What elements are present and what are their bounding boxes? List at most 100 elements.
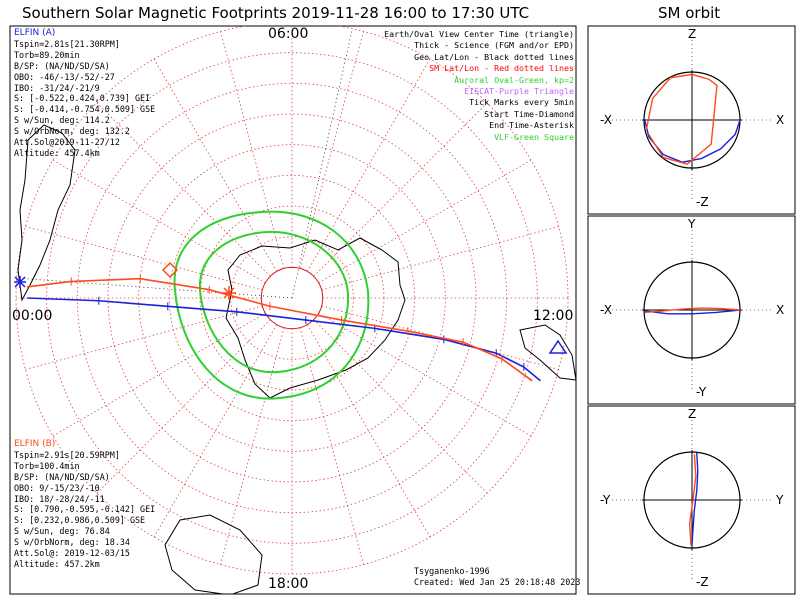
legend-entry: EISCAT-Purple Triangle (464, 86, 574, 97)
probe-a-line: Att.Sol@2019-11-27/12 (14, 137, 120, 148)
sm-orbit-panels (612, 40, 772, 580)
orbit-track (644, 309, 741, 315)
footprint-track (26, 277, 533, 382)
probe-b-line: Torb=100.4min (14, 460, 80, 471)
orbit-axis-label-right: X (776, 303, 785, 317)
sm-longitude-line (313, 319, 488, 494)
view-center-triangle-icon (548, 339, 568, 354)
orbit-panel (612, 420, 772, 580)
sm-longitude-line (299, 31, 364, 269)
probe-a-name: ELFIN (A) (14, 28, 56, 38)
orbit-track (645, 73, 718, 165)
orbit-title: SM orbit (658, 4, 721, 22)
orbit-panel-xz-frame (587, 25, 796, 215)
orbit-axis-label-left: -X (600, 303, 612, 317)
legend-entry: Tick Marks every 5min (469, 97, 574, 108)
sm-longitude-line (25, 305, 263, 370)
map-frame (9, 25, 577, 595)
legend-entry: Earth/Oval View Center Time (triangle) (384, 29, 574, 39)
orbit-axis-label-right: X (776, 113, 785, 127)
probe-b-line: OBO: 9/-15/23/-10 (14, 482, 100, 493)
sm-longitude-line (96, 102, 271, 277)
clock-label-bottom: 18:00 (268, 576, 309, 592)
sm-latitude-ring (46, 52, 538, 544)
probe-a-line: Tspin=2.81s[21.30RPM] (14, 38, 120, 49)
sm-longitude-line (153, 324, 278, 538)
footprint-track (27, 297, 541, 382)
sm-longitude-line (321, 226, 559, 291)
probe-b-line: S: [0.232,0.986,0.509] GSE (14, 515, 146, 526)
legend-entry: Auroral Oval-Green, kp=2 (454, 74, 574, 85)
probe-a-line: S w/OrbNorm, deg: 132.2 (14, 126, 130, 137)
orbit-panel (612, 40, 772, 200)
sm-longitude-line (306, 324, 431, 538)
probe-b-info: ELFIN (B) Tspin=2.91s[20.59RPM] Torb=100.… (14, 439, 155, 570)
orbit-track (644, 307, 741, 314)
page-title: Southern Solar Magnetic Footprints 2019-… (22, 4, 530, 22)
orbit-axis-label-bottom: -Z (696, 195, 709, 209)
probe-a-line: IBO: -31/24/-21/9 (14, 82, 100, 93)
africa-coastline (164, 514, 263, 594)
probe-b-line: IBO: 18/-28/24/-11 (14, 493, 105, 504)
clock-label-right: 12:00 (533, 308, 574, 324)
orbit-axis-label-right: Y (776, 493, 784, 507)
south-america-coastline (17, 124, 76, 302)
legend-entry: End Time-Asterisk (489, 120, 574, 131)
sm-longitude-line (220, 31, 285, 269)
legend-entry: SM Lat/Lon - Red dotted lines (429, 63, 574, 74)
credit-model: Tsyganenko-1996 (414, 566, 490, 576)
probe-a-line: Torb=89.20min (14, 49, 80, 60)
credit-block: Tsyganenko-1996 Created: Wed Jan 25 20:1… (414, 566, 580, 588)
probe-a-line: Altitude: 457.4km (14, 147, 100, 158)
sm-longitude-line (153, 58, 278, 272)
legend-entry: Geo Lat/Lon - Black dotted lines (414, 51, 574, 62)
orbit-axis-label-top: Y (688, 217, 696, 231)
orbit-axis-label-bottom: -Z (696, 575, 709, 589)
sm-longitude-line (25, 226, 263, 291)
probe-b-line: S: [0.790,-0.595,-0.142] GEI (14, 504, 156, 515)
probe-b-line: S w/OrbNorm, deg: 18.34 (14, 537, 130, 548)
orbit-axis-label-left: -Y (600, 493, 611, 507)
footprint-tracks (26, 274, 541, 382)
legend: Earth/Oval View Center Time (triangle) Th… (384, 29, 574, 143)
probe-b-line: Altitude: 457.2km (14, 558, 100, 569)
sm-longitude-lines (16, 26, 568, 574)
orbit-panel (612, 230, 772, 390)
sm-longitude-line (321, 305, 559, 370)
probe-b-line: Att.Sol@: 2019-12-03/15 (14, 548, 130, 559)
legend-entry: VLF-Green Square (494, 131, 574, 142)
probe-a-line: S w/Sun, deg: 114.2 (14, 115, 110, 126)
sm-longitude-line (52, 312, 266, 437)
start-diamond-icon (161, 261, 179, 279)
orbit-panel-xy-frame (587, 215, 796, 405)
probe-a-line: B/SP: (NA/ND/SD/SA) (14, 60, 110, 71)
legend-entry: Start Time-Diamond (484, 108, 574, 119)
footprint-markers (14, 261, 568, 354)
auroral-oval (173, 210, 370, 400)
credit-created: Created: Wed Jan 25 20:18:48 2023 (414, 577, 581, 587)
orbit-panel-yz-frame (587, 405, 796, 595)
orbit-axis-label-bottom: -Y (696, 385, 707, 399)
sm-longitude-line (318, 159, 532, 284)
orbit-axis-label-left: -X (600, 113, 612, 127)
probe-a-line: OBO: -46/-13/-52/-27 (14, 71, 115, 82)
australia-coastline (519, 324, 576, 381)
probe-a-line: S: [-0.522,0.424,0.739] GEI (14, 93, 151, 104)
sm-latitude-ring (138, 144, 446, 452)
probe-a-info: ELFIN (A) Tspin=2.81s[21.30RPM] Torb=89.2… (14, 28, 155, 159)
probe-b-line: S w/Sun, deg: 76.84 (14, 526, 110, 537)
end-asterisk-icon (222, 286, 236, 300)
sm-longitude-line (52, 159, 266, 284)
end-asterisk-icon (14, 276, 26, 288)
sm-longitude-line (299, 327, 364, 565)
antarctica-coastline (225, 237, 406, 399)
probe-b-name: ELFIN (B) (14, 439, 56, 449)
orbit-axis-label-top: Z (688, 407, 697, 421)
sm-longitude-line (306, 58, 431, 272)
auroral-oval-inner (198, 230, 350, 374)
orbit-track (688, 454, 697, 546)
probe-b-line: B/SP: (NA/ND/SD/SA) (14, 471, 110, 482)
orbit-track (691, 452, 699, 546)
auroral-oval-outer (173, 210, 370, 400)
